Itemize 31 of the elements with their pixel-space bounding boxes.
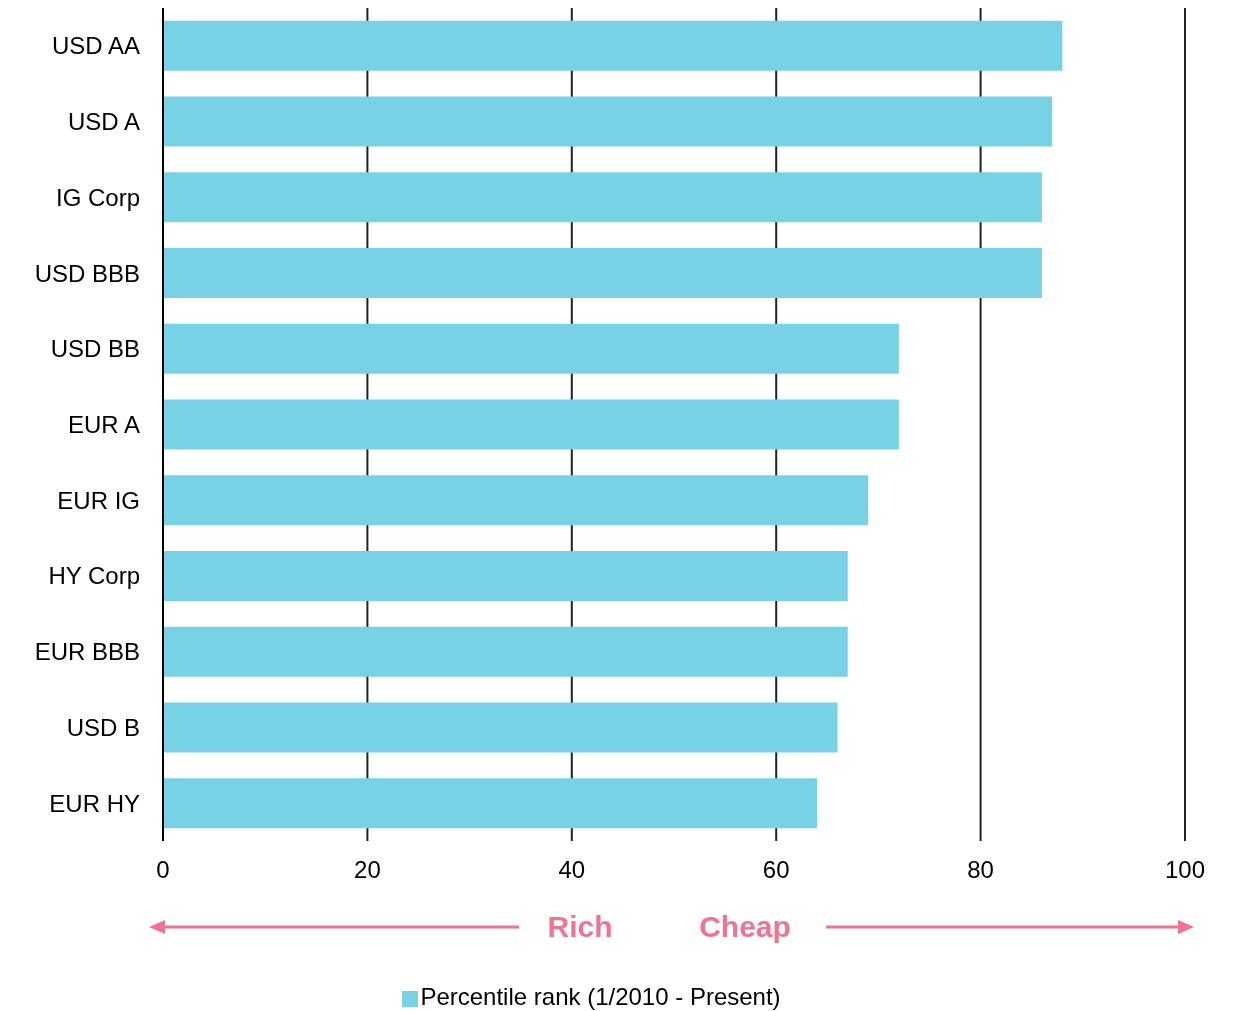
y-tick-label: USD BB	[50, 335, 140, 363]
bar	[163, 172, 1042, 223]
bar	[163, 550, 848, 601]
bar	[163, 702, 838, 753]
bar	[163, 20, 1063, 71]
bar	[163, 323, 899, 374]
x-tick-label: 20	[354, 856, 381, 884]
x-tick-label: 100	[1164, 856, 1206, 884]
bar	[163, 96, 1053, 147]
y-tick-label: EUR HY	[49, 789, 140, 817]
y-tick-label: USD A	[67, 108, 140, 136]
text: Cheap	[698, 910, 792, 944]
x-tick-label: 80	[967, 856, 994, 884]
y-tick-label: USD B	[66, 713, 140, 741]
legend-label: Percentile rank (1/2010 - Present)	[420, 983, 781, 1010]
bar	[163, 626, 848, 677]
x-tick-label: 0	[156, 856, 170, 884]
y-tick-label: EUR A	[67, 411, 140, 439]
y-tick-label: IG Corp	[55, 183, 140, 211]
bar	[163, 248, 1042, 299]
y-tick-label: EUR IG	[57, 486, 140, 514]
y-tick-label: HY Corp	[48, 562, 140, 590]
y-tick-label: USD BBB	[34, 259, 140, 287]
y-tick-label: EUR BBB	[34, 638, 140, 666]
text: Rich	[546, 910, 614, 944]
bar	[163, 399, 899, 450]
x-tick-label: 40	[558, 856, 586, 884]
bar	[163, 475, 869, 526]
bar	[163, 778, 818, 829]
y-tick-label: USD AA	[51, 32, 140, 60]
x-tick-label: 60	[762, 856, 790, 884]
